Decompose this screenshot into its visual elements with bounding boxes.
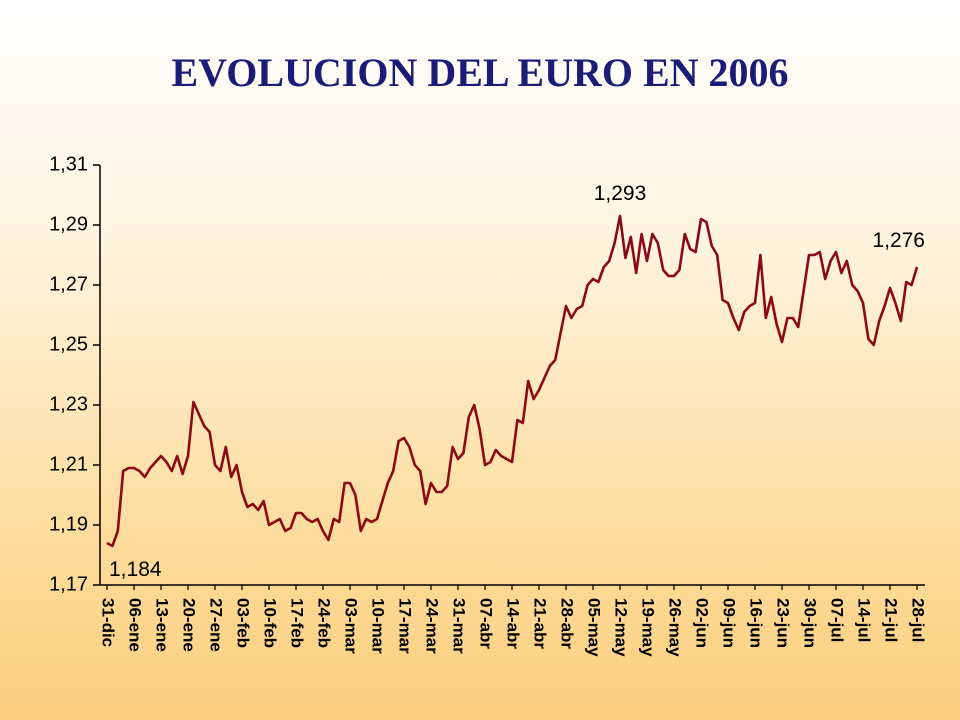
x-tick-label: 28-abr (558, 598, 577, 649)
x-tick-label: 12-may (612, 598, 631, 657)
x-tick-label: 16-jun (747, 598, 766, 648)
value-label: 1,184 (109, 558, 162, 581)
chart-title: EVOLUCION DEL EURO EN 2006 (171, 50, 788, 95)
x-tick-label: 17-feb (288, 598, 307, 648)
x-tick-label: 28-jul (909, 598, 928, 642)
x-tick-label: 14-abr (504, 598, 523, 649)
x-tick-label: 31-mar (450, 598, 469, 654)
x-tick-label: 10-mar (369, 598, 388, 654)
value-label: 1,293 (594, 182, 647, 205)
x-tick-label: 26-may (666, 598, 685, 657)
x-tick-label: 14-jul (855, 598, 874, 642)
y-tick-label: 1,25 (49, 333, 88, 355)
x-tick-label: 10-feb (261, 598, 280, 648)
x-tick-label: 09-jun (720, 598, 739, 648)
x-tick-label: 17-mar (396, 598, 415, 654)
x-tick-label: 23-jun (774, 598, 793, 648)
x-tick-label: 03-mar (342, 598, 361, 654)
x-tick-label: 06-ene (126, 598, 145, 652)
y-tick-label: 1,31 (49, 153, 88, 175)
y-tick-label: 1,17 (49, 573, 88, 595)
x-tick-label: 21-jul (882, 598, 901, 642)
line-series (106, 214, 919, 548)
x-tick-label: 07-jul (828, 598, 847, 642)
x-tick-label: 27-ene (207, 598, 226, 652)
x-tick-label: 20-ene (180, 598, 199, 652)
y-tick-label: 1,21 (49, 453, 88, 475)
x-tick-label: 03-feb (234, 598, 253, 648)
x-tick-label: 24-mar (423, 598, 442, 654)
x-tick-label: 21-abr (531, 598, 550, 649)
y-tick-label: 1,29 (49, 213, 88, 235)
x-tick-label: 13-ene (153, 598, 172, 652)
x-tick-label: 02-jun (693, 598, 712, 648)
y-tick-label: 1,19 (49, 513, 88, 535)
y-tick-label: 1,23 (49, 393, 88, 415)
value-label: 1,276 (872, 229, 925, 252)
x-tick-label: 30-jun (801, 598, 820, 648)
x-tick-label: 19-may (639, 598, 658, 657)
x-tick-label: 31-dic (99, 598, 118, 647)
x-tick-label: 05-may (585, 598, 604, 657)
x-tick-label: 24-feb (315, 598, 334, 648)
x-tick-label: 07-abr (477, 598, 496, 649)
y-tick-label: 1,27 (49, 273, 88, 295)
